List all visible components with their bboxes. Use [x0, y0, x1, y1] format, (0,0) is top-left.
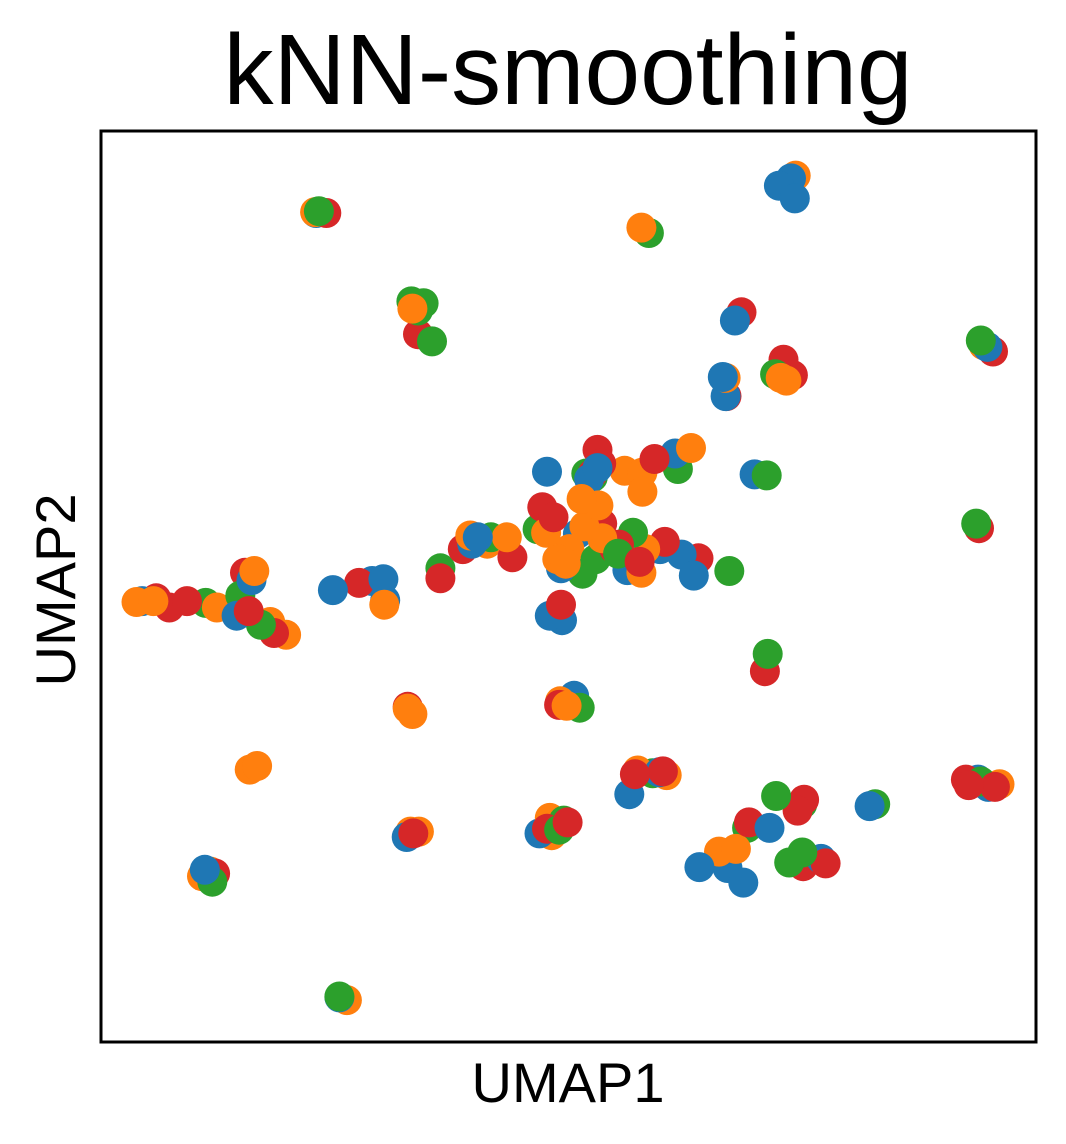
data-point-green [714, 556, 745, 586]
data-point-red [552, 807, 583, 838]
data-point-blue [719, 305, 750, 336]
data-point-orange [397, 293, 428, 324]
points-layer [121, 160, 1015, 1016]
data-point-red [398, 818, 429, 849]
x-axis-label: UMAP1 [472, 1051, 665, 1114]
data-point-red [647, 756, 678, 787]
chart-title: kNN-smoothing [223, 14, 912, 126]
data-point-orange [369, 589, 400, 620]
data-point-blue [678, 560, 709, 591]
data-point-red [810, 848, 841, 879]
data-point-blue [728, 867, 759, 898]
data-point-green [965, 325, 996, 356]
data-point-orange [491, 522, 522, 553]
data-point-green [752, 638, 783, 669]
data-point-green [787, 837, 818, 868]
data-point-green [303, 196, 334, 227]
data-point-orange [626, 212, 657, 243]
data-point-blue [754, 812, 785, 843]
data-point-blue [684, 852, 715, 883]
data-point-red [344, 567, 375, 598]
data-point-blue [462, 522, 493, 553]
data-point-red [619, 759, 650, 790]
data-point-red [425, 563, 456, 594]
data-point-orange [239, 556, 270, 586]
data-point-blue [317, 575, 348, 606]
y-axis-label: UMAP2 [24, 494, 87, 687]
data-point-green [324, 981, 355, 1012]
data-point-orange [720, 833, 751, 864]
data-point-green [961, 508, 992, 539]
data-point-orange [566, 484, 597, 514]
data-point-blue [532, 456, 562, 487]
data-point-orange [550, 548, 581, 579]
data-point-blue [368, 564, 399, 595]
data-point-blue [707, 362, 738, 392]
data-point-red [172, 586, 202, 617]
data-point-red [546, 589, 576, 620]
data-point-blue [189, 854, 220, 885]
data-point-red [233, 596, 264, 627]
data-point-red [538, 502, 569, 533]
data-point-orange [242, 751, 273, 781]
data-point-orange [627, 476, 658, 507]
data-point-orange [551, 690, 582, 721]
data-point-orange [392, 693, 423, 724]
data-point-red [624, 546, 655, 577]
data-point-red [639, 444, 670, 474]
data-point-red [782, 795, 813, 826]
data-point-orange [765, 362, 796, 393]
data-point-red [979, 771, 1010, 802]
data-point-blue [582, 453, 613, 484]
plot-frame [99, 129, 1038, 1044]
data-point-orange [138, 586, 169, 617]
data-point-green [417, 326, 447, 357]
data-point-blue [779, 183, 810, 214]
data-point-orange [676, 433, 706, 463]
data-point-red [953, 770, 984, 801]
data-point-blue [854, 791, 885, 822]
data-point-green [761, 781, 792, 811]
data-point-green [751, 460, 782, 491]
